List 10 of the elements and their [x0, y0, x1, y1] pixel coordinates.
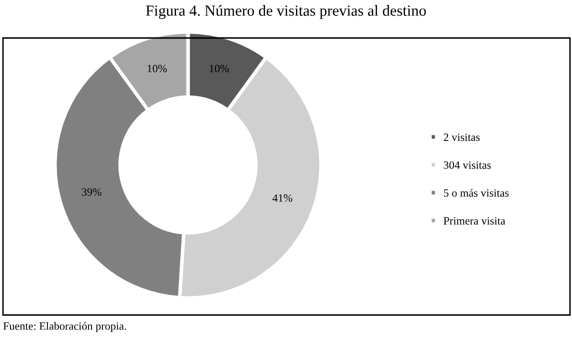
legend-label: 2 visitas [444, 134, 480, 141]
data-label: 10% [148, 64, 167, 72]
chart-title: Figura 4. Número de visitas previas al destino [146, 5, 426, 19]
data-label: 10% [210, 64, 229, 72]
source-note: Fuente: Elaboración propia. [3, 322, 126, 332]
legend-label: 5 o más visitas [444, 188, 509, 197]
legend-label: 304 visitas [444, 161, 491, 169]
data-label: 41% [272, 194, 292, 202]
data-label: 39% [82, 188, 102, 196]
legend-label: Primera visita [444, 217, 506, 225]
